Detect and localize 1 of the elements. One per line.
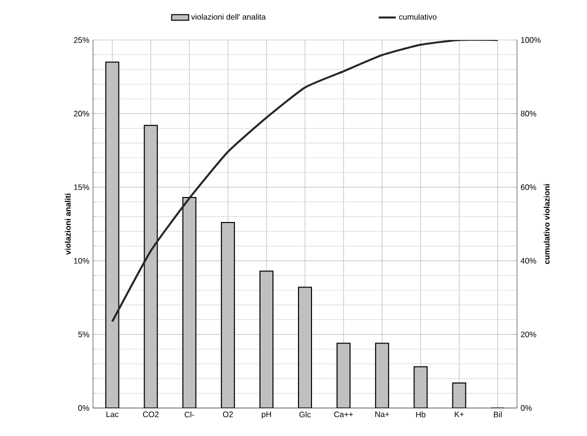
line-series [111,40,499,323]
